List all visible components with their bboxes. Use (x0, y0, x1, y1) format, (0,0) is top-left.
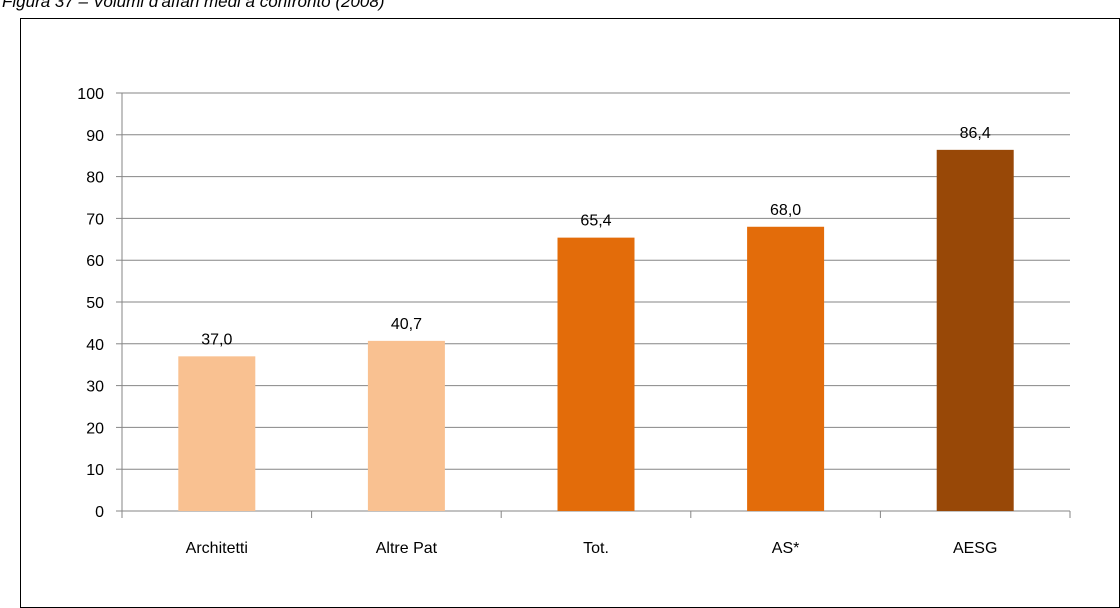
figure-caption: Figura 37 – Volumi d'affari medi a confr… (2, 0, 385, 11)
x-category-label: AESG (953, 540, 997, 557)
data-label: 68,0 (770, 202, 801, 219)
y-tick-label: 90 (86, 128, 104, 145)
bar (367, 340, 445, 511)
x-category-label: Architetti (186, 540, 248, 557)
bar (936, 149, 1014, 511)
bar (747, 226, 825, 511)
data-label: 86,4 (960, 125, 991, 142)
y-tick-label: 80 (86, 170, 104, 187)
y-tick-label: 100 (77, 86, 104, 103)
y-tick-label: 40 (86, 337, 104, 354)
y-tick-label: 50 (86, 295, 104, 312)
y-tick-label: 60 (86, 253, 104, 270)
y-tick-label: 20 (86, 420, 104, 437)
bar (178, 356, 256, 511)
bar-chart: 0 10 20 30 40 50 60 70 80 90 100 37,0 Architetti 40,7… (77, 86, 1071, 557)
bar (557, 237, 635, 512)
data-label: 40,7 (391, 316, 422, 333)
x-category-label: Altre Pat (376, 540, 438, 557)
y-tick-label: 10 (86, 462, 104, 479)
data-label: 65,4 (580, 213, 611, 230)
y-tick-label: 70 (86, 211, 104, 228)
data-label: 37,0 (201, 331, 232, 348)
x-category-label: Tot. (583, 540, 609, 557)
x-category-label: AS* (772, 540, 800, 557)
y-tick-label: 30 (86, 379, 104, 396)
y-tick-label: 0 (95, 504, 104, 521)
